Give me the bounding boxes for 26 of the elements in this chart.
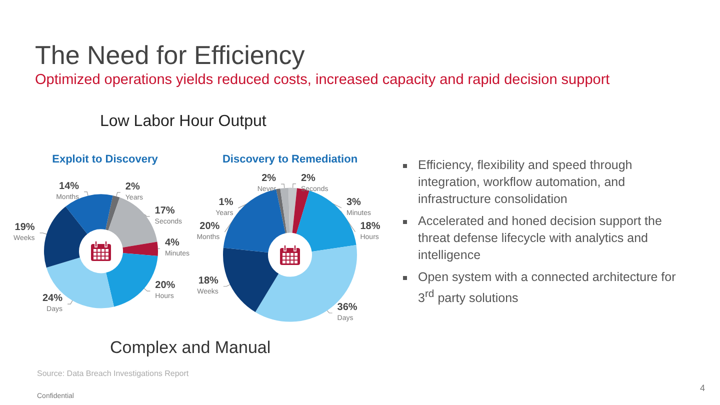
data-label: 20% [200, 221, 220, 232]
text: The Need for Efficiency [35, 40, 305, 71]
data-label: 2% [262, 173, 276, 184]
text: 4 [700, 383, 706, 393]
text: Open system with a connected architecture for 3$^{rd}$ party solutions [417, 269, 677, 308]
data-label: 18% [198, 275, 219, 286]
text: Complex and Manual [110, 338, 271, 358]
text: Efficiency, flexibility and speed through integration, workflow automation, and infrastructure consolidation [417, 157, 634, 208]
data-label: 24% [42, 293, 63, 304]
data-label: 14% [59, 180, 80, 192]
data-label: 2% [300, 172, 316, 184]
text: Low Labor Hour Output [100, 113, 266, 131]
data-label: 17% [154, 205, 175, 216]
data-label: 4% [164, 238, 180, 249]
chart-title: Exploit to Discovery [52, 154, 159, 166]
data-label: 36% [337, 302, 358, 313]
data-label: 3% [346, 196, 362, 208]
text: Optimized operations yields reduced costs, increased capacity and rapid decision support [35, 72, 610, 88]
data-label: 2% [125, 181, 140, 192]
text: Accelerated and honed decision support the threat defense lifecycle with analytics and intelligence [417, 213, 663, 264]
data-label: 1% [218, 197, 234, 208]
source-note: Source: Data Breach Investigations Report [37, 369, 189, 378]
data-label: 19% [14, 222, 35, 233]
data-label: 20% [155, 280, 176, 292]
chart-title: Discovery to Remediation [222, 154, 358, 166]
data-label: 18% [360, 220, 380, 232]
